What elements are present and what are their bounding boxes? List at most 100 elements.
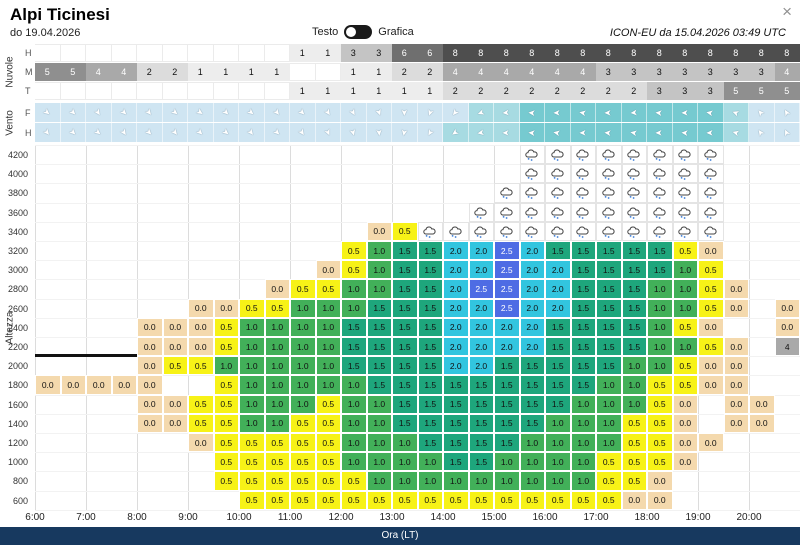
cloud-cover-cell: 3 <box>698 82 724 100</box>
cloud-cover-cell: 1 <box>366 63 392 81</box>
thermal-cell: 1.0 <box>647 317 673 337</box>
thermal-cell: 0.5 <box>290 413 316 433</box>
thermal-cell: 1.0 <box>443 471 469 491</box>
rain-shower-cell <box>443 221 469 241</box>
rain-shower-cell <box>621 145 647 165</box>
thermal-cell: 1.5 <box>621 260 647 280</box>
thermal-cell: 0.0 <box>774 317 800 337</box>
wind-arrow-icon: ➤ <box>552 127 562 139</box>
thermal-cell: 1.5 <box>494 375 520 395</box>
rain-cloud-icon <box>551 168 564 181</box>
thermal-cell: 1.5 <box>596 241 622 261</box>
thermal-cell: 0.0 <box>723 279 749 299</box>
cloud-cover-cell-empty <box>264 82 290 100</box>
thermal-cell: 1.5 <box>570 356 596 376</box>
thermal-cell: 0.5 <box>213 317 239 337</box>
wind-arrow-icon: ➤ <box>219 125 233 139</box>
thermal-cell: 0.5 <box>494 490 520 510</box>
wind-arrow-icon: ➤ <box>296 126 309 139</box>
altitude-tick-label: 2400 <box>7 322 28 333</box>
thermal-cell: 1.0 <box>570 394 596 414</box>
wind-cell: ➤ <box>341 103 367 122</box>
thermal-cell: 0.5 <box>290 471 316 491</box>
rain-cloud-icon <box>449 226 462 238</box>
cloud-cover-cell: 1 <box>341 82 367 100</box>
thermal-cell: 0.5 <box>647 433 673 453</box>
cloud-cover-cell: 2 <box>137 63 163 81</box>
thermal-cell: 1.5 <box>392 279 418 299</box>
thermal-cell: 2.5 <box>494 298 520 318</box>
cloud-cover-cell: 8 <box>698 44 724 62</box>
thermal-cell: 0.5 <box>264 452 290 472</box>
rain-shower-cell <box>519 202 545 222</box>
thermal-cell: 0.5 <box>290 433 316 453</box>
altitude-tick-label: 1000 <box>7 457 28 468</box>
wind-arrow-icon: ➤ <box>780 106 793 119</box>
rain-cloud-icon <box>602 226 615 238</box>
rain-cloud-icon <box>704 149 717 161</box>
cloud-cover-cell: 8 <box>545 44 571 62</box>
thermal-cell: 0.0 <box>162 413 188 433</box>
toggle-label-grafica[interactable]: Grafica <box>378 26 414 38</box>
thermal-cell: 1.5 <box>621 298 647 318</box>
thermal-cell: 1.0 <box>596 375 622 395</box>
row-gridline <box>35 183 800 185</box>
rain-shower-cell <box>621 221 647 241</box>
thermal-cell: 0.5 <box>647 394 673 414</box>
altitude-tick-label: 2000 <box>7 361 28 372</box>
thermal-cell: 1.0 <box>239 317 265 337</box>
rain-shower-cell <box>596 145 622 165</box>
time-tick-label: 16:00 <box>532 512 558 523</box>
thermal-cell: 1.5 <box>392 298 418 318</box>
thermal-cell: 1.5 <box>417 317 443 337</box>
thermal-cell: 0.5 <box>239 490 265 510</box>
thermal-cell: 1.5 <box>417 337 443 357</box>
wind-cell: ➤ <box>162 103 188 122</box>
thermal-cell: 1.0 <box>570 471 596 491</box>
thermal-cell: 0.5 <box>341 241 367 261</box>
wind-arrow-icon: ➤ <box>449 106 462 119</box>
thermal-cell: 0.5 <box>596 452 622 472</box>
wind-cell: ➤ <box>417 103 443 122</box>
thermal-cell: 0.0 <box>111 375 137 395</box>
thermal-cell: 1.5 <box>596 356 622 376</box>
cloud-cover-cell: 4 <box>774 63 800 81</box>
toggle-label-testo[interactable]: Testo <box>312 26 339 38</box>
forecast-date: do 19.04.2026 <box>10 27 81 39</box>
wind-cell: ➤ <box>570 103 596 122</box>
wind-cell: ➤ <box>162 123 188 142</box>
thermal-cell: 1.5 <box>417 433 443 453</box>
thermal-cell: 1.0 <box>366 413 392 433</box>
thermal-cell: 1.0 <box>341 375 367 395</box>
rain-cloud-icon <box>423 226 436 238</box>
wind-cell: ➤ <box>468 103 494 122</box>
cloud-cover-cell: 8 <box>723 44 749 62</box>
thermal-cell: 0.0 <box>621 490 647 510</box>
thermal-cell: 0.5 <box>647 413 673 433</box>
thermal-cell: 0.5 <box>290 452 316 472</box>
thermal-cell: 0.5 <box>596 490 622 510</box>
cloud-cover-cell: 2 <box>545 82 571 100</box>
thermal-cell: 1.0 <box>392 452 418 472</box>
thermal-cell: 0.5 <box>213 394 239 414</box>
cloud-cover-cell-empty <box>239 82 265 100</box>
thermal-cell: 0.5 <box>698 260 724 280</box>
cloud-row-label: H <box>25 48 32 58</box>
thermal-cell: 0.0 <box>137 413 163 433</box>
rain-shower-cell <box>519 183 545 203</box>
cloud-cover-cell: 6 <box>417 44 443 62</box>
thermal-cell: 1.5 <box>647 260 673 280</box>
thermal-cell: 1.5 <box>392 394 418 414</box>
wind-cell: ➤ <box>647 123 673 142</box>
rain-shower-cell <box>468 221 494 241</box>
rain-shower-cell <box>570 145 596 165</box>
thermal-cell: 0.5 <box>621 452 647 472</box>
thermal-cell: 0.5 <box>647 375 673 395</box>
view-toggle-switch[interactable] <box>344 25 373 39</box>
close-icon[interactable]: × <box>782 2 792 21</box>
thermal-cell: 2.5 <box>468 279 494 299</box>
wind-cell: ➤ <box>264 123 290 142</box>
thermal-cell: 0.0 <box>698 317 724 337</box>
thermal-cell: 0.5 <box>672 317 698 337</box>
thermal-cell: 0.5 <box>264 490 290 510</box>
